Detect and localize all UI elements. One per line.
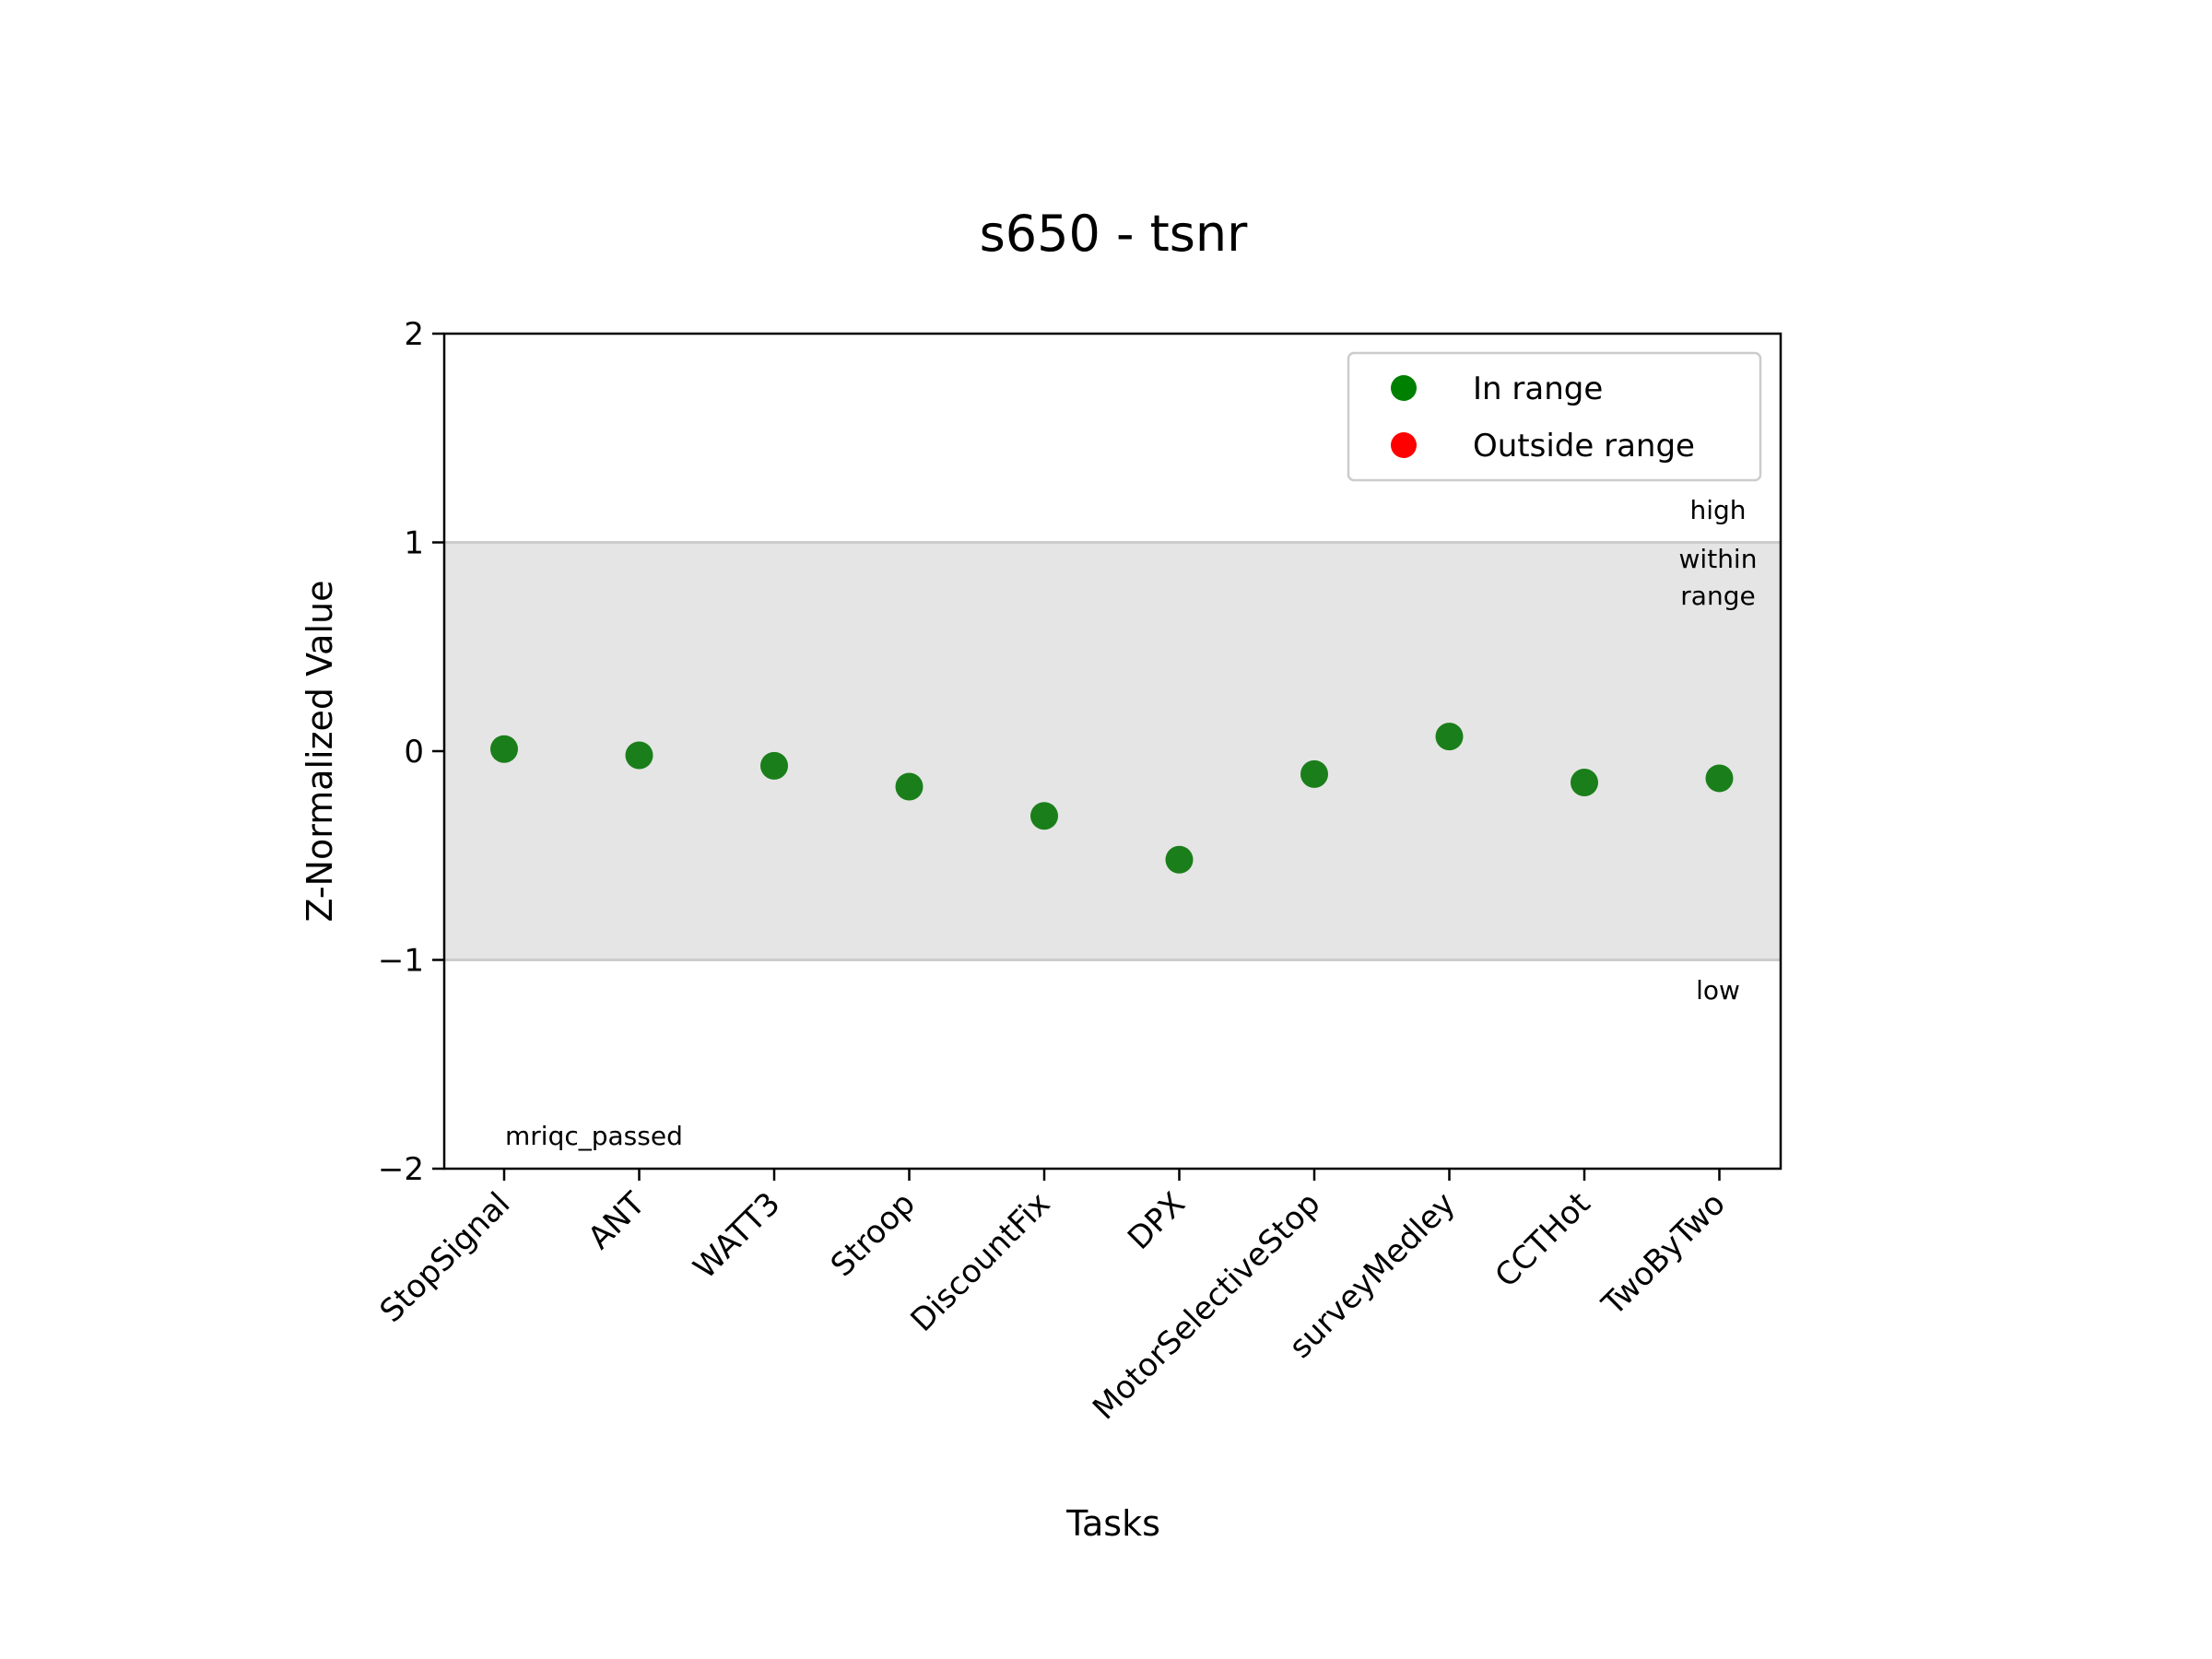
- plot-frame: [442, 332, 1783, 1171]
- y-tick-label: 0: [404, 734, 424, 771]
- legend-marker: [1391, 432, 1417, 458]
- legend-entry-label: Outside range: [1473, 428, 1695, 465]
- low-region-label: low: [1696, 975, 1740, 1006]
- legend-marker: [1391, 375, 1417, 401]
- mriqc-status-label: mriqc_passed: [505, 1121, 683, 1151]
- data-point-Stroop[interactable]: [895, 772, 924, 801]
- chart-title: s650 - tsnr: [980, 205, 1249, 263]
- y-tick-label: −1: [378, 943, 424, 980]
- data-point-TwoByTwo[interactable]: [1705, 764, 1734, 793]
- data-point-surveyMedley[interactable]: [1435, 723, 1464, 751]
- data-point-DiscountFix[interactable]: [1030, 802, 1058, 830]
- within-range-label-line2: range: [1680, 581, 1755, 611]
- data-point-CCTHot[interactable]: [1571, 768, 1598, 796]
- within-range-label-line1: within: [1679, 544, 1758, 574]
- data-point-StopSignal[interactable]: [490, 735, 518, 763]
- data-point-MotorSelectiveStop[interactable]: [1300, 759, 1328, 788]
- data-point-WATT3[interactable]: [760, 751, 788, 780]
- high-region-label: high: [1689, 495, 1746, 525]
- y-tick-label: −2: [378, 1151, 424, 1188]
- legend-entry-label: In range: [1473, 371, 1603, 407]
- data-point-DPX[interactable]: [1165, 845, 1194, 874]
- legend-box: [1347, 351, 1762, 482]
- y-tick-label: 1: [404, 525, 424, 562]
- x-axis-label: Tasks: [1065, 1503, 1160, 1544]
- data-point-ANT[interactable]: [625, 741, 653, 770]
- within-range-band: [444, 542, 1781, 960]
- y-tick-label: 2: [404, 316, 424, 353]
- y-axis-label: Z-Normalized Value: [300, 580, 340, 922]
